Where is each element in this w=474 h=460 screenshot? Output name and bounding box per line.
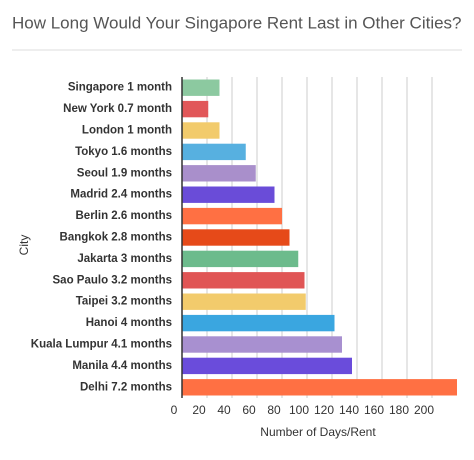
y-tick-label: Hanoi 4 months	[86, 317, 172, 329]
chart-title: How Long Would Your Singapore Rent Last …	[12, 13, 462, 32]
bar	[182, 100, 209, 118]
x-tick-label: 180	[389, 403, 409, 417]
bar	[182, 165, 256, 182]
y-tick-label: Jakarta 3 months	[77, 253, 172, 265]
bar	[182, 229, 290, 246]
y-tick-label: London 1 month	[82, 125, 172, 137]
bar	[182, 186, 275, 203]
y-tick-label: Delhi 7.2 months	[80, 381, 172, 393]
x-tick-label: 120	[314, 403, 334, 417]
bar	[182, 207, 282, 225]
y-axis-title: City	[17, 235, 31, 256]
y-tick-label: Madrid 2.4 months	[70, 189, 172, 201]
x-axis-title: Number of Days/Rent	[260, 425, 376, 439]
x-tick-label: 0	[171, 403, 178, 417]
y-tick-label: Kuala Lumpur 4.1 months	[31, 339, 172, 351]
bar	[182, 272, 305, 289]
x-tick-label: 20	[192, 403, 206, 417]
x-tick-label: 200	[414, 403, 434, 417]
bar	[182, 143, 246, 161]
y-tick-label: Bangkok 2.8 months	[60, 232, 172, 244]
bar	[182, 336, 342, 353]
y-tick-label: Tokyo 1.6 months	[75, 146, 172, 158]
y-tick-label: Manila 4.4 months	[72, 360, 172, 372]
bar	[182, 379, 457, 396]
bar	[182, 79, 220, 96]
x-tick-label: 100	[289, 403, 309, 417]
x-tick-label: 140	[339, 403, 359, 417]
bar	[182, 122, 220, 139]
bar	[182, 250, 299, 268]
x-tick-label: 60	[242, 403, 256, 417]
y-tick-label: Sao Paulo 3.2 months	[53, 274, 173, 286]
y-tick-label: Taipei 3.2 months	[76, 296, 172, 308]
bar	[182, 293, 306, 310]
x-tick-label: 40	[217, 403, 231, 417]
bar	[182, 357, 352, 375]
y-tick-label: Berlin 2.6 months	[76, 210, 173, 222]
y-tick-label: New York 0.7 month	[63, 103, 172, 115]
bar	[182, 314, 335, 332]
x-tick-label: 160	[364, 403, 384, 417]
y-tick-label: Seoul 1.9 months	[77, 167, 172, 179]
x-tick-label: 80	[267, 403, 281, 417]
y-tick-label: Singapore 1 month	[68, 82, 172, 94]
